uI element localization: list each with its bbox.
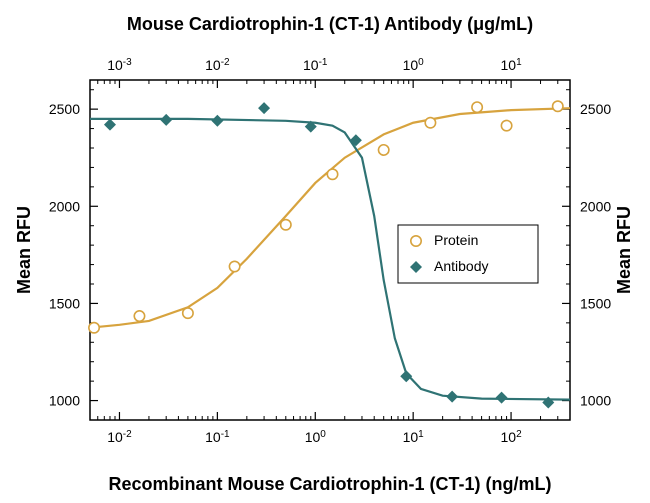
xtick: 101 <box>403 429 425 446</box>
protein-marker <box>229 261 239 271</box>
legend-label: Antibody <box>434 258 488 274</box>
protein-marker <box>327 169 337 179</box>
xtick: 10-1 <box>303 57 328 74</box>
protein-marker <box>425 118 435 128</box>
ytick-left: 1000 <box>49 393 80 409</box>
ytick-right: 2000 <box>580 198 611 214</box>
xtick: 101 <box>500 57 522 74</box>
protein-marker <box>281 220 291 230</box>
protein-marker <box>553 101 563 111</box>
xtick: 10-2 <box>205 57 230 74</box>
antibody-marker <box>400 370 412 382</box>
ytick-right: 2500 <box>580 101 611 117</box>
ytick-right: 1500 <box>580 295 611 311</box>
xtick: 10-1 <box>205 429 230 446</box>
axis-title: Recombinant Mouse Cardiotrophin-1 (CT-1)… <box>109 474 552 494</box>
ytick-right: 1000 <box>580 393 611 409</box>
axis-title: Mean RFU <box>614 206 634 294</box>
antibody-marker <box>211 115 223 127</box>
xtick: 10-3 <box>107 57 132 74</box>
xtick: 100 <box>305 429 327 446</box>
antibody-marker <box>160 114 172 126</box>
protein-marker <box>501 120 511 130</box>
xtick: 100 <box>403 57 425 74</box>
protein-marker <box>378 145 388 155</box>
xtick: 102 <box>500 429 522 446</box>
chart-svg: 1000 1000 1500 1500 2000 2000 2500 2500 10-2 10-1… <box>0 0 650 503</box>
antibody-marker <box>258 102 270 114</box>
legend-marker-protein <box>411 236 421 246</box>
ytick-left: 2000 <box>49 198 80 214</box>
protein-marker <box>472 102 482 112</box>
legend-label: Protein <box>434 232 478 248</box>
axis-title: Mouse Cardiotrophin-1 (CT-1) Antibody (μ… <box>127 14 533 34</box>
antibody-marker <box>446 391 458 403</box>
series-curve <box>90 108 570 328</box>
protein-marker <box>183 308 193 318</box>
xtick: 10-2 <box>107 429 132 446</box>
antibody-marker <box>104 119 116 131</box>
axis-title: Mean RFU <box>14 206 34 294</box>
chart-container: 1000 1000 1500 1500 2000 2000 2500 2500 10-2 10-1… <box>0 0 650 503</box>
ytick-left: 1500 <box>49 295 80 311</box>
protein-marker <box>134 311 144 321</box>
ytick-left: 2500 <box>49 101 80 117</box>
protein-marker <box>89 323 99 333</box>
antibody-marker <box>496 392 508 404</box>
